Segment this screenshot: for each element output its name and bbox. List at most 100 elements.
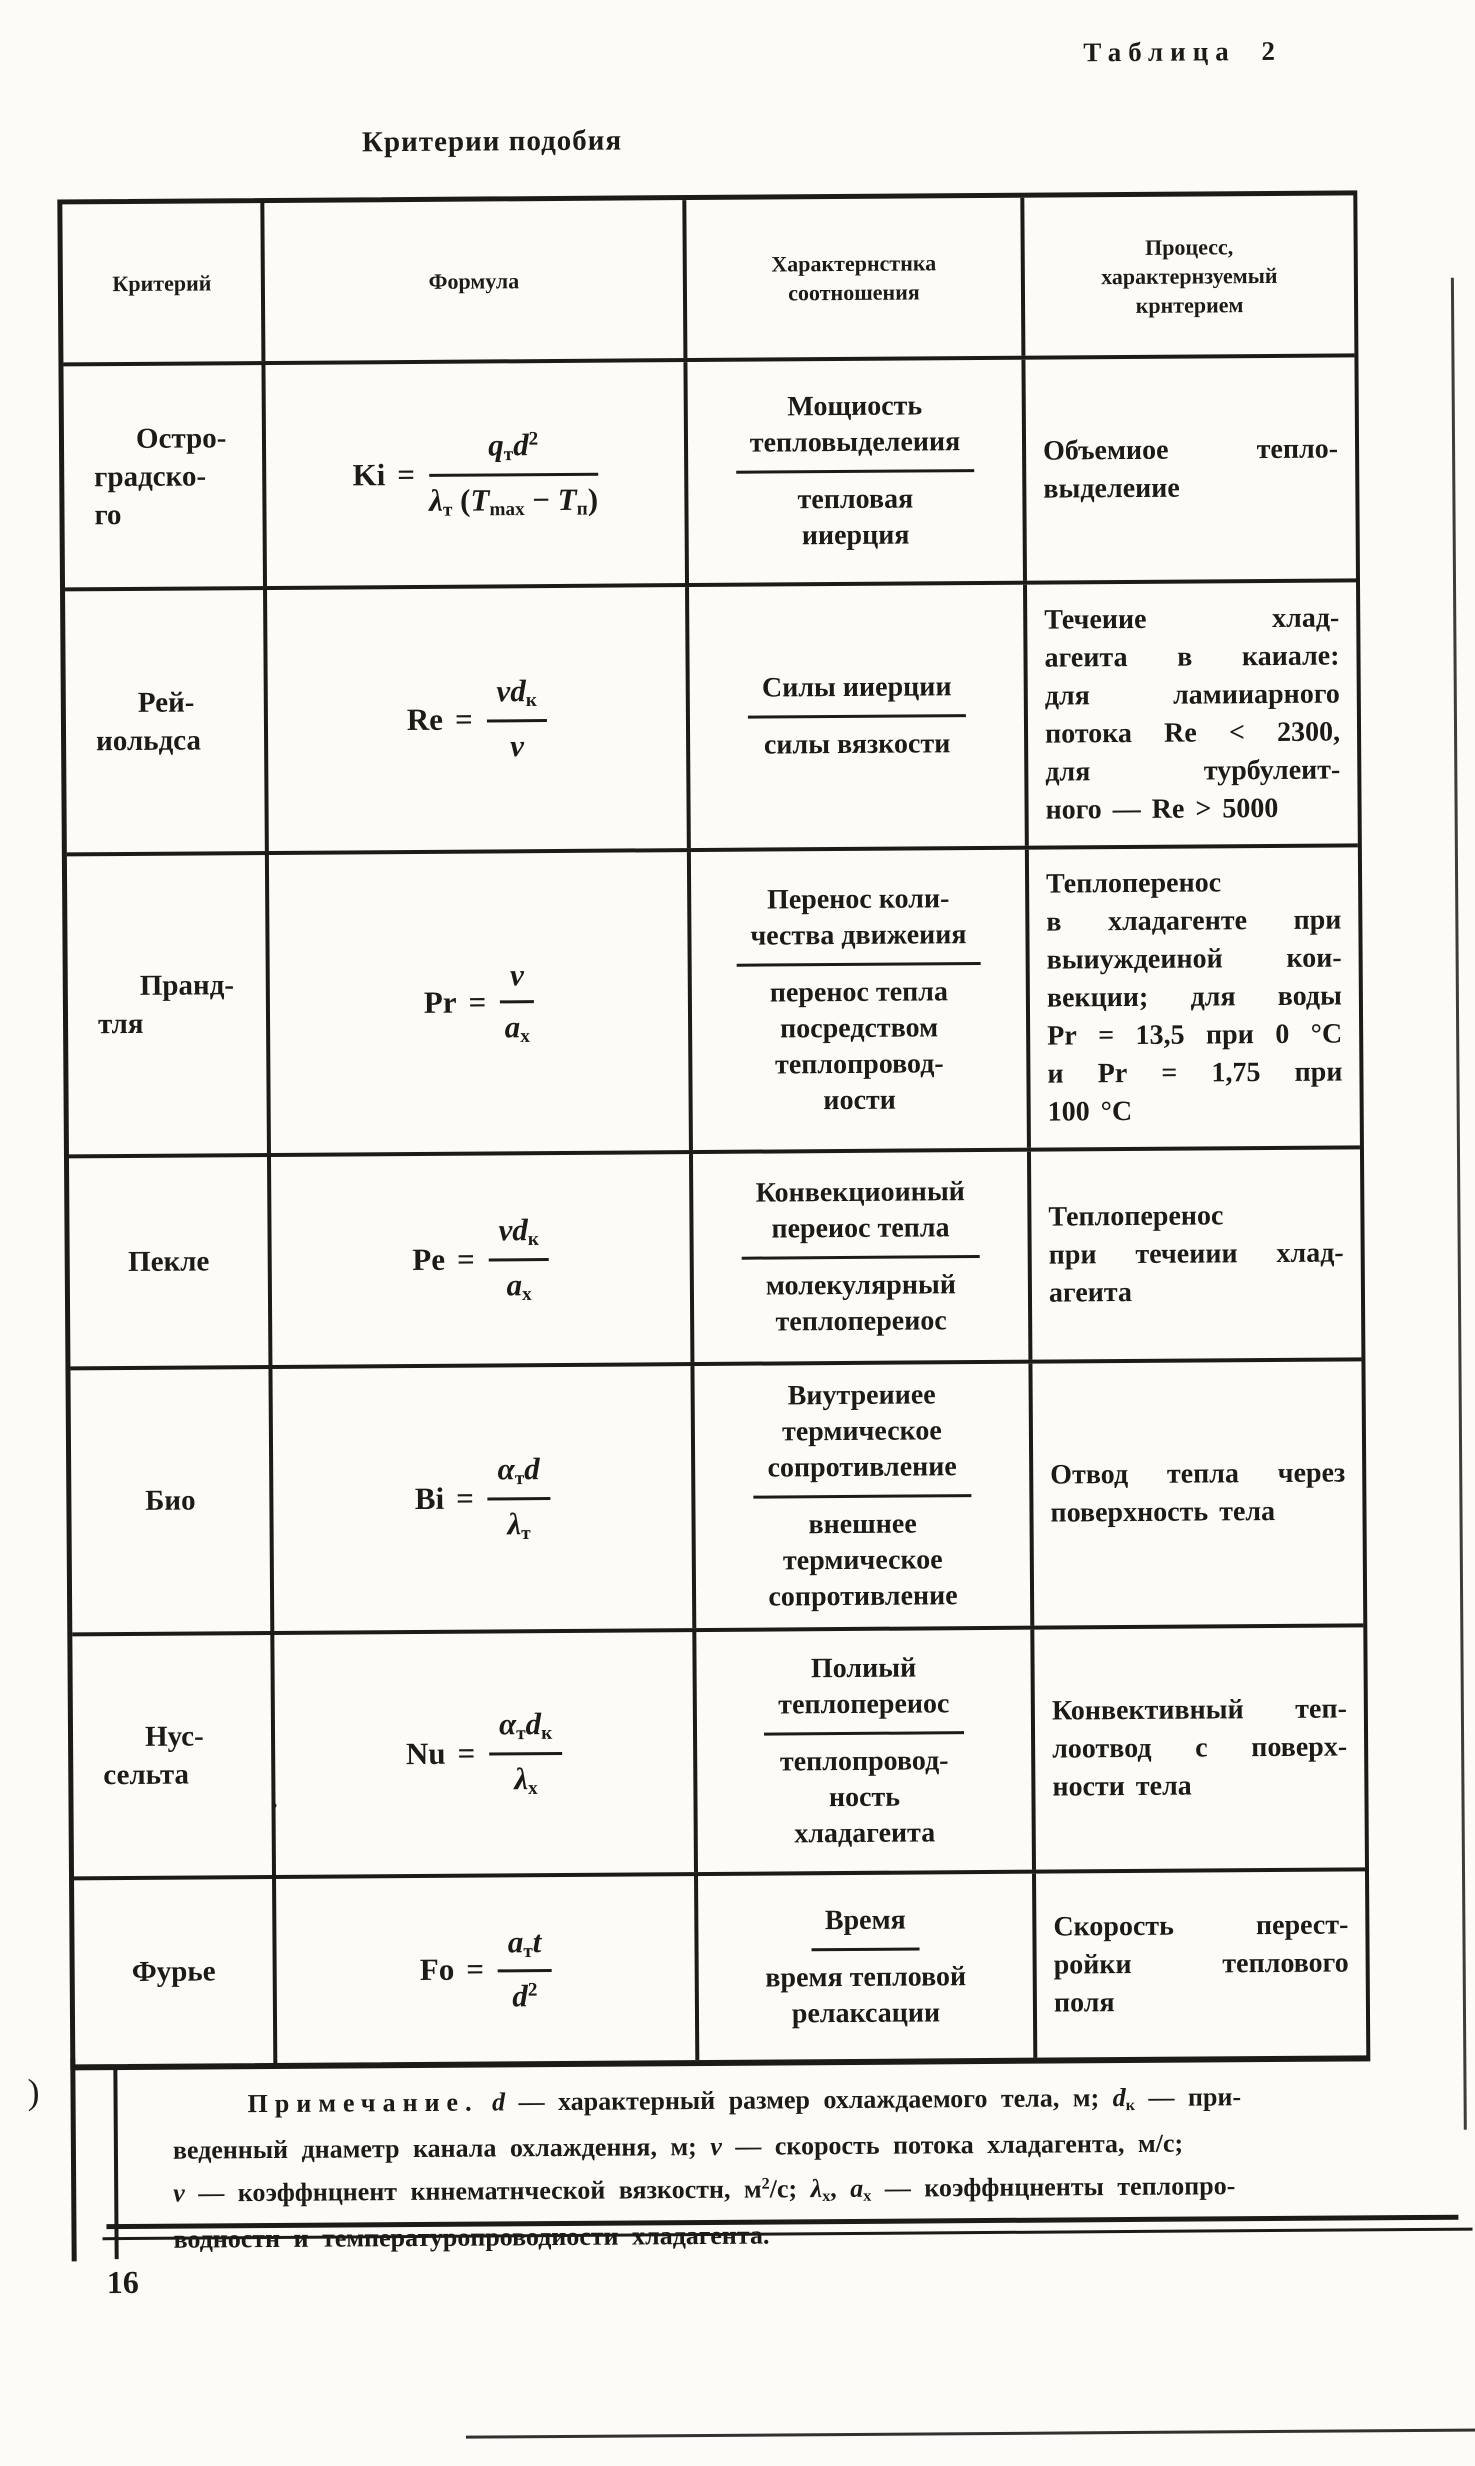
table-row: Фурье Fo = aтt d2 Время время тепловой релакс… — [74, 1867, 1367, 2065]
formula-numerator: aтt — [497, 1923, 552, 1973]
equals-sign: = — [468, 984, 487, 1020]
equals-sign: = — [454, 701, 473, 737]
ratio-fraction: Виутреииее термическое сопротивление внешне… — [752, 1376, 972, 1616]
formula-fraction: aтt d2 — [497, 1923, 552, 2015]
formula-symbol: Bi — [414, 1480, 445, 1516]
criterion-cell: Фурье — [74, 1879, 273, 2064]
criterion-name: Нус-сельта — [103, 1720, 204, 1792]
table-row: Био Bi = αтd λт Виутреииее термическое сопрот… — [70, 1357, 1364, 1633]
scan-artifact-bottom — [465, 2428, 1475, 2439]
process-cell: Отвод тепла через поверхность тела — [1028, 1361, 1364, 1626]
formula-symbol: Re — [406, 701, 444, 737]
ratio-numerator: Силы ииерции — [747, 669, 966, 719]
ratio-cell: Полиый теплопереиос теплопровод-ность хлада… — [692, 1629, 1032, 1873]
ratio-numerator: Перенос коли-чества движеиия — [736, 880, 981, 967]
formula-denominator: aх — [504, 1008, 530, 1047]
table-row: Пекле Pe = vdк aх Конвекциоиный переиос тепл… — [68, 1145, 1362, 1367]
formula-denominator: aх — [506, 1267, 532, 1306]
criterion-cell: Пранд-тля — [67, 855, 267, 1154]
ratio-numerator: Виутреииее термическое сопротивление — [752, 1376, 971, 1499]
process-cell: Скорость перест-ройки теплового поля — [1032, 1871, 1367, 2058]
page-title: Критерии подобия — [361, 124, 623, 159]
formula-denominator: λт — [507, 1506, 531, 1545]
ratio-numerator: Мощиость тепловыделеиия — [735, 388, 975, 474]
formula-fraction: αтdк λх — [488, 1706, 563, 1800]
equals-sign: = — [457, 1735, 476, 1771]
formula-cell: Bi = αтd λт — [268, 1366, 693, 1632]
formula-denominator: ν — [510, 728, 525, 764]
ratio-denominator: перенос тепла посредством теплопровод-иост… — [769, 975, 949, 1116]
ratio-numerator: Полиый теплопереиос — [763, 1649, 964, 1736]
formula-numerator: αтdк — [488, 1706, 563, 1756]
criterion-cell: Пекле — [69, 1157, 268, 1366]
header-cell-1: Формула — [260, 200, 684, 362]
formula-numerator: vdк — [488, 1212, 550, 1262]
criterion-cell: Рей-иольдса — [65, 590, 265, 852]
formula-symbol: Ki — [352, 456, 386, 492]
process-text: Теплоперенос при течеиии хлад-агеита — [1048, 1200, 1344, 1309]
criterion-name: Рей-иольдса — [95, 686, 202, 757]
formula-numerator: qтd2 — [428, 426, 598, 477]
ratio-denominator: время тепловой релаксации — [765, 1960, 967, 2029]
ratio-denominator: теплопровод-ность хладагеита — [779, 1744, 949, 1849]
process-text: Скорость перест-ройки теплового поля — [1053, 1909, 1349, 2019]
ratio-cell: Виутреииее термическое сопротивление внешне… — [690, 1363, 1031, 1629]
header-cell-0: Критерий — [112, 269, 212, 296]
formula-denominator: λх — [514, 1761, 538, 1800]
ratio-cell: Перенос коли-чества движеиия перенос тепл… — [686, 849, 1027, 1151]
ratio-numerator: Конвекциоиный переиос тепла — [741, 1173, 980, 1260]
table-row: Пранд-тля Pr = ν aх Перенос коли-чества дви… — [66, 843, 1360, 1155]
ratio-cell: Силы ииерции силы вязкости — [685, 584, 1025, 849]
formula-numerator: αтd — [487, 1451, 550, 1501]
table-header-row: Критерий Формула Характернстнка соотношения… — [62, 195, 1355, 362]
process-text: Конвективный теп-лоотвод с поверх-ности тел… — [1051, 1693, 1348, 1803]
formula-cell: Pr = ν aх — [264, 852, 689, 1154]
formula-symbol: Pe — [412, 1241, 446, 1278]
table-row: Остро-градско-го Ki = qтd2 λт (Tmax − Tп) М… — [63, 353, 1356, 588]
criterion-name: Остро-градско-го — [94, 421, 227, 531]
ratio-numerator: Время — [810, 1901, 920, 1951]
formula-cell: Pe = vdк aх — [266, 1154, 691, 1366]
formula-fraction: vdк aх — [488, 1212, 550, 1306]
formula-symbol: Fo — [419, 1951, 455, 1987]
ratio-fraction: Силы ииерции силы вязкости — [747, 669, 966, 764]
ratio-denominator: тепловая ииерция — [797, 483, 914, 552]
equals-sign: = — [397, 456, 416, 492]
margin-artifact: ) — [27, 2071, 40, 2112]
criterion-name: Пекле — [127, 1245, 210, 1278]
process-cell: Конвективный теп-лоотвод с поверх-ности тел… — [1030, 1627, 1365, 1870]
page-number: 16 — [106, 2263, 139, 2301]
formula-fraction: qтd2 λт (Tmax − Tп) — [428, 426, 599, 521]
criterion-cell: Био — [70, 1369, 270, 1632]
criterion-name: Фурье — [131, 1955, 216, 1988]
process-cell: Теплоперенос в хладагенте при выиуждеиной кои… — [1024, 847, 1360, 1148]
formula-numerator: vdк — [486, 673, 548, 723]
ratio-fraction: Время время тепловой релаксации — [765, 1901, 967, 2032]
criterion-cell: Остро-градско-го — [63, 365, 263, 587]
process-cell: Течеиие хлад-агеита в каиале: для ламииарного… — [1023, 582, 1358, 846]
formula-denominator: d2 — [512, 1978, 538, 2014]
ratio-cell: Конвекциоиный переиос тепла молекулярный те… — [688, 1151, 1029, 1363]
formula-numerator: ν — [499, 956, 534, 1003]
ratio-denominator: молекулярный теплопереиос — [765, 1268, 957, 1337]
process-text: Теплоперенос в хладагенте при выиуждеиной кои… — [1045, 867, 1343, 1128]
table-caption: Таблица 2 — [1083, 35, 1283, 68]
process-text: Отвод тепла через поверхность тела — [1050, 1457, 1346, 1529]
formula-fraction: αтd λт — [487, 1451, 550, 1545]
formula-fraction: ν aх — [499, 956, 534, 1048]
ratio-cell: Время время тепловой релаксации — [694, 1873, 1034, 2061]
process-text: Объемиое тепло-выделеиие — [1042, 433, 1339, 505]
formula-symbol: Nu — [405, 1735, 446, 1772]
criterion-cell: Нус-сельта — [72, 1635, 272, 1876]
ratio-fraction: Перенос коли-чества движеиия перенос тепл… — [736, 880, 982, 1120]
process-text: Течеиие хлад-агеита в каиале: для ламииарного… — [1044, 602, 1341, 826]
ratio-fraction: Полиый теплопереиос теплопровод-ность хлада… — [763, 1649, 965, 1852]
header-cell-2: Характернстнка соотношения — [682, 197, 1022, 359]
process-cell: Объемиое тепло-выделеиие — [1021, 357, 1356, 581]
header-cell-3: Процесс, характернзуемый крнтерием — [1020, 195, 1355, 356]
table-row: Нус-сельта Nu = αтdк λх Полиый теплопереиос т… — [72, 1623, 1365, 1877]
ratio-fraction: Мощиость тепловыделеиия тепловая ииерция — [735, 388, 975, 555]
formula-symbol: Pr — [423, 984, 457, 1020]
scan-artifact-right — [1450, 277, 1467, 2130]
formula-denominator: λт (Tmax − Tп) — [429, 481, 599, 521]
